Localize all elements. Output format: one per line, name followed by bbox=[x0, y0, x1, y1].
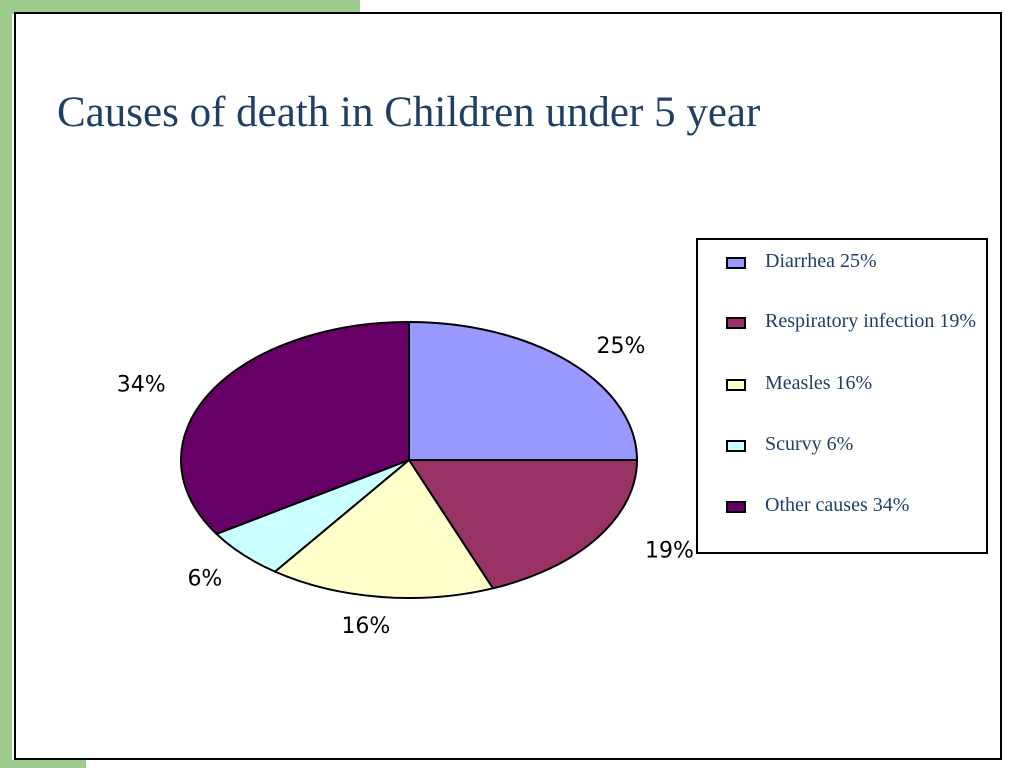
pie-labels: 25% 19% 16% 6% 34% bbox=[117, 334, 694, 639]
legend-label-measles: Measles 16% bbox=[765, 372, 873, 394]
chart-legend: Diarrhea 25% Respiratory infection 19% M… bbox=[696, 238, 988, 554]
left-accent-bar bbox=[0, 0, 12, 768]
pie-label-scurvy: 6% bbox=[187, 567, 222, 592]
legend-label-respiratory: Respiratory infection 19% bbox=[765, 310, 977, 332]
pie-slice-respiratory bbox=[408, 459, 638, 590]
legend-swatch-diarrhea bbox=[726, 257, 746, 269]
bottom-accent-bar bbox=[0, 760, 86, 768]
legend-label-scurvy: Scurvy 6% bbox=[765, 433, 854, 455]
slide-title: Causes of death in Children under 5 year bbox=[57, 89, 761, 136]
pie-label-diarrhea: 25% bbox=[597, 334, 646, 359]
legend-swatch-respiratory bbox=[726, 317, 746, 329]
pie-label-other: 34% bbox=[117, 373, 166, 398]
pie-slices bbox=[180, 321, 638, 599]
legend-swatch-measles bbox=[726, 379, 746, 391]
top-accent-bar bbox=[0, 0, 360, 14]
pie-label-measles: 16% bbox=[341, 614, 390, 639]
legend-swatch-other bbox=[726, 501, 746, 513]
legend-label-diarrhea: Diarrhea 25% bbox=[765, 250, 877, 272]
pie-label-respiratory: 19% bbox=[645, 539, 694, 564]
pie-slice-other bbox=[180, 321, 410, 535]
legend-swatch-scurvy bbox=[726, 440, 746, 452]
legend-label-other: Other causes 34% bbox=[765, 494, 910, 516]
pie-slice-diarrhea bbox=[408, 321, 638, 461]
pie-slice-measles bbox=[273, 459, 494, 599]
